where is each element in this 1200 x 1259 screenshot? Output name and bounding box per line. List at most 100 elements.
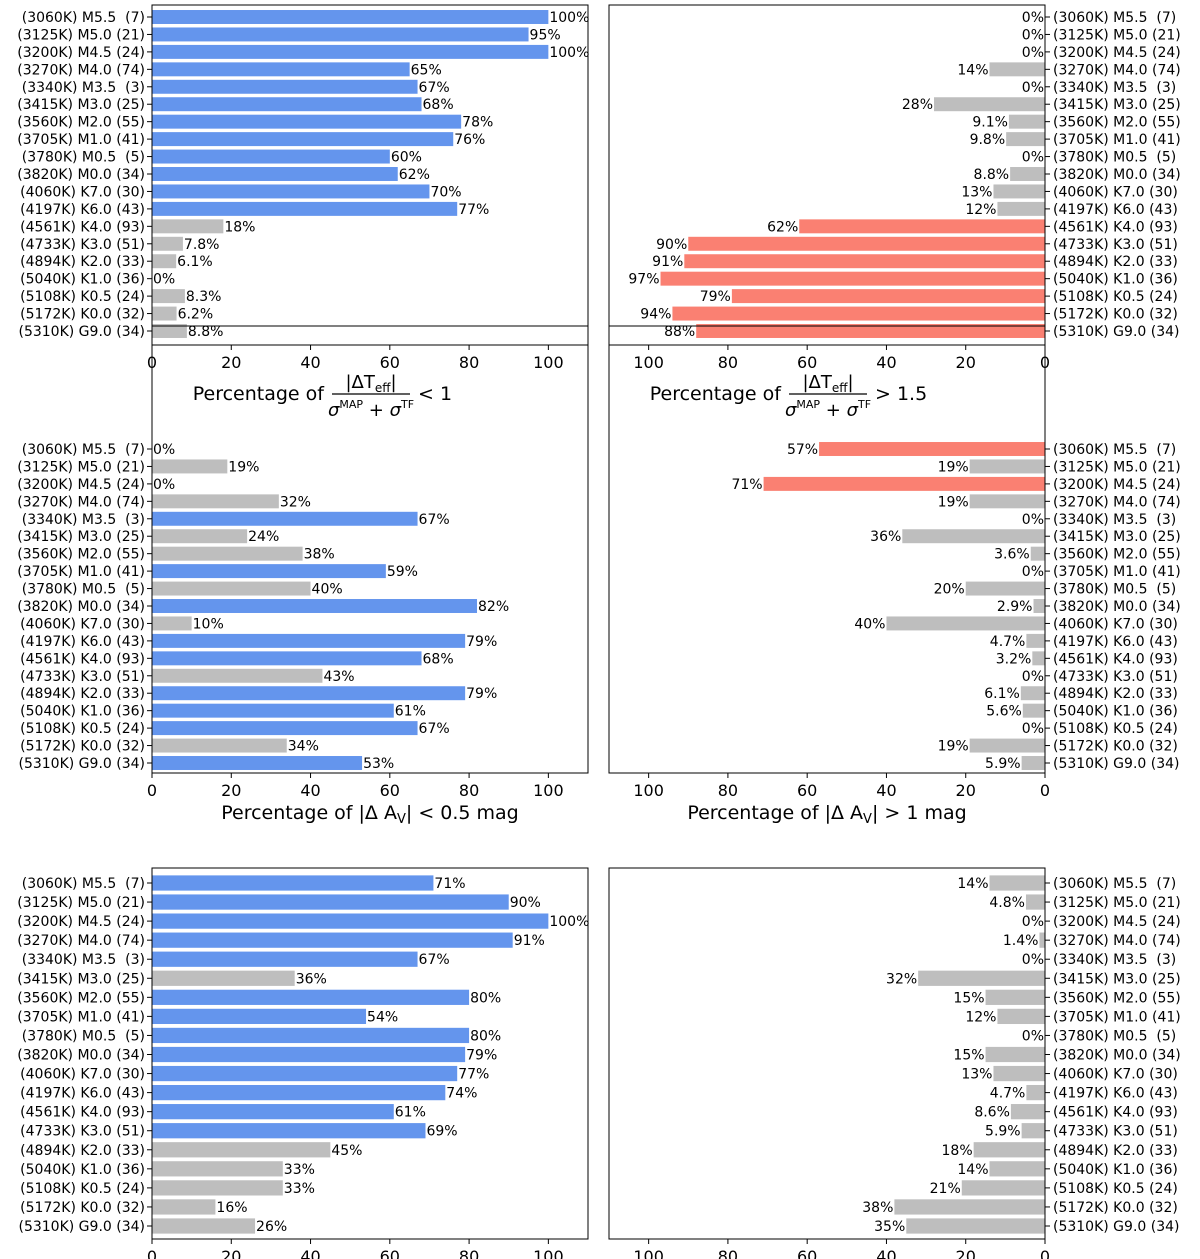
bar bbox=[906, 1218, 1045, 1234]
category-label: (3560K) M2.0 (55) bbox=[1053, 547, 1181, 563]
bar bbox=[152, 546, 303, 561]
bar-value-label: 8.8% bbox=[188, 324, 224, 340]
bar bbox=[997, 201, 1045, 216]
category-label: (5040K) K1.0 (36) bbox=[1053, 272, 1178, 288]
category-label: (4060K) K7.0 (30) bbox=[20, 616, 145, 632]
bar bbox=[1022, 703, 1045, 718]
chart-panel-av-within: 0% (3060K) M5.5 (7) 19% (3125K) M5.0 (21) 0%… bbox=[17, 325, 589, 827]
bar-value-label: 79% bbox=[700, 289, 731, 305]
bar bbox=[152, 932, 513, 948]
bar-value-label: 65% bbox=[411, 62, 442, 78]
bar-value-label: 77% bbox=[458, 202, 489, 218]
bar-value-label: 79% bbox=[466, 686, 497, 702]
chart-panel-rveil-outlier: 14% (3060K) M5.5 (7) 4.8% (3125K) M5.0 (21)… bbox=[608, 867, 1181, 1259]
bar-value-label: 24% bbox=[248, 529, 279, 545]
category-label: (4197K) K6.0 (43) bbox=[1053, 634, 1178, 650]
bar-value-label: 3.6% bbox=[994, 547, 1030, 563]
category-label: (5310K) G9.0 (34) bbox=[19, 324, 146, 340]
category-label: (3705K) M1.0 (41) bbox=[1053, 1009, 1181, 1025]
x-tick-label: 60 bbox=[797, 353, 817, 372]
x-axis-label: Percentage of |ΔTeff| σMAP + σTF > 1.5 bbox=[650, 372, 927, 421]
bar bbox=[152, 306, 177, 321]
x-tick-label: 80 bbox=[718, 353, 738, 372]
bar bbox=[1021, 756, 1045, 770]
x-axis-label-suffix: > 1.5 bbox=[875, 383, 927, 405]
bar-value-label: 71% bbox=[731, 477, 762, 493]
category-label: (3060K) M5.5 (7) bbox=[22, 10, 145, 26]
category-label: (4894K) K2.0 (33) bbox=[20, 1143, 145, 1159]
bar-value-label: 0% bbox=[153, 477, 175, 493]
x-axis-label-prefix: Percentage of bbox=[650, 383, 787, 405]
category-label: (3820K) M0.0 (34) bbox=[1053, 599, 1181, 615]
plot-frame bbox=[608, 867, 1046, 1240]
bar bbox=[152, 236, 183, 251]
x-tick-label: 80 bbox=[718, 1247, 738, 1259]
bar bbox=[152, 1123, 426, 1139]
bar bbox=[152, 27, 529, 42]
x-tick-label: 40 bbox=[300, 353, 320, 372]
bar-value-label: 68% bbox=[423, 651, 454, 667]
bar bbox=[152, 616, 192, 631]
bar bbox=[1008, 114, 1045, 129]
bar-value-label: 0% bbox=[1022, 10, 1044, 26]
category-label: (3125K) M5.0 (21) bbox=[1053, 895, 1181, 911]
plot-frame bbox=[608, 4, 1046, 346]
category-label: (3705K) M1.0 (41) bbox=[1053, 564, 1181, 580]
bar-value-label: 82% bbox=[478, 599, 509, 615]
category-label: (3200K) M4.5 (24) bbox=[1053, 914, 1181, 930]
bar-value-label: 19% bbox=[228, 459, 259, 475]
bar bbox=[152, 1142, 331, 1158]
bar bbox=[1010, 1104, 1045, 1120]
bar-value-label: 80% bbox=[470, 1028, 501, 1044]
bar bbox=[1021, 1123, 1045, 1139]
bar bbox=[696, 324, 1045, 338]
bar-value-label: 0% bbox=[1022, 80, 1044, 96]
bar-value-label: 4.7% bbox=[990, 634, 1026, 650]
category-label: (5040K) K1.0 (36) bbox=[20, 704, 145, 720]
x-axis-label-denominator: σMAP + σTF bbox=[328, 398, 414, 421]
bar-value-label: 68% bbox=[423, 97, 454, 113]
category-label: (3415K) M3.0 (25) bbox=[1053, 529, 1181, 545]
category-label: (4060K) K7.0 (30) bbox=[1053, 184, 1178, 200]
category-label: (3340K) M3.5 (3) bbox=[22, 512, 145, 528]
category-label: (3705K) M1.0 (41) bbox=[17, 564, 145, 580]
bar-value-label: 67% bbox=[419, 512, 450, 528]
bar bbox=[1033, 599, 1045, 613]
bar-value-label: 12% bbox=[965, 1009, 996, 1025]
bar bbox=[152, 114, 462, 129]
bar bbox=[152, 651, 422, 666]
bar-value-label: 88% bbox=[664, 324, 695, 340]
bar bbox=[918, 970, 1045, 986]
category-label: (5108K) K0.5 (24) bbox=[1053, 289, 1178, 305]
category-label: (3200K) M4.5 (24) bbox=[1053, 477, 1181, 493]
category-label: (4894K) K2.0 (33) bbox=[20, 686, 145, 702]
bar-value-label: 76% bbox=[454, 132, 485, 148]
bar-value-label: 28% bbox=[902, 97, 933, 113]
bar-value-label: 100% bbox=[549, 914, 589, 930]
x-axis-label-suffix: < 1 bbox=[418, 383, 452, 405]
category-label: (3060K) M5.5 (7) bbox=[22, 876, 145, 892]
bar bbox=[985, 1046, 1045, 1063]
bar-value-label: 79% bbox=[466, 1048, 497, 1064]
x-tick-label: 100 bbox=[633, 781, 664, 800]
bar-value-label: 26% bbox=[256, 1219, 287, 1235]
x-tick-label: 20 bbox=[221, 781, 241, 800]
bar-value-label: 61% bbox=[395, 1105, 426, 1121]
category-label: (3415K) M3.0 (25) bbox=[17, 97, 145, 113]
bar bbox=[152, 10, 549, 24]
category-label: (3125K) M5.0 (21) bbox=[17, 27, 145, 43]
category-label: (4894K) K2.0 (33) bbox=[1053, 1143, 1178, 1159]
bar-value-label: 33% bbox=[284, 1162, 315, 1178]
bar bbox=[152, 219, 224, 234]
x-tick-label: 60 bbox=[797, 781, 817, 800]
bar-value-label: 33% bbox=[284, 1181, 315, 1197]
bar bbox=[152, 1084, 446, 1101]
bar-value-label: 3.2% bbox=[996, 651, 1032, 667]
bar-value-label: 1.4% bbox=[1003, 933, 1039, 949]
category-label: (5108K) K0.5 (24) bbox=[20, 1181, 145, 1197]
x-tick-label: 0 bbox=[147, 1247, 157, 1259]
category-label: (3200K) M4.5 (24) bbox=[1053, 45, 1181, 61]
bar bbox=[152, 633, 466, 648]
bar-value-label: 61% bbox=[395, 704, 426, 720]
category-label: (3780K) M0.5 (5) bbox=[22, 582, 145, 598]
